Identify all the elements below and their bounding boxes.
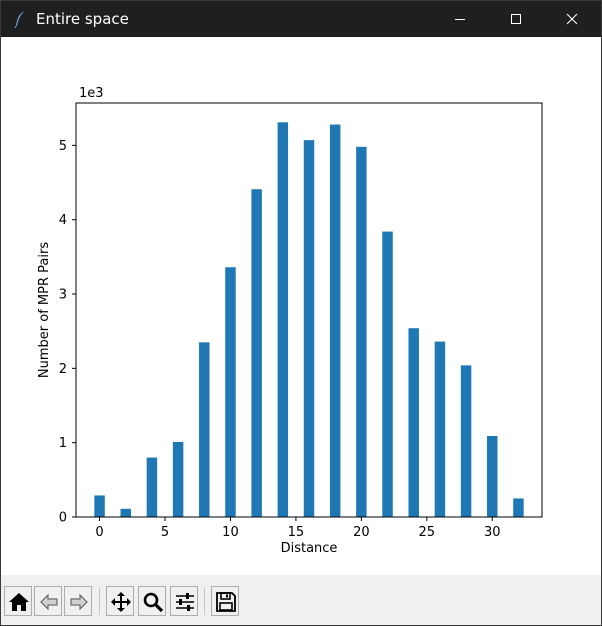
bar bbox=[277, 122, 289, 518]
zoom-button[interactable] bbox=[138, 586, 166, 616]
bar bbox=[94, 495, 105, 517]
y-axis-label: Number of MPR Pairs bbox=[37, 242, 52, 378]
home-icon bbox=[9, 593, 29, 611]
feather-icon bbox=[14, 11, 24, 28]
y-tick-label: 5 bbox=[59, 139, 67, 154]
y-tick-label: 1 bbox=[59, 436, 67, 451]
x-axis-label: Distance bbox=[281, 541, 338, 556]
y-tick-label: 4 bbox=[59, 213, 67, 228]
move-icon bbox=[111, 592, 131, 612]
configure-subplots-button[interactable] bbox=[170, 586, 198, 616]
x-tick-label: 0 bbox=[95, 525, 103, 540]
navigation-toolbar bbox=[1, 575, 601, 625]
bar bbox=[487, 435, 498, 517]
close-button[interactable] bbox=[549, 1, 595, 37]
save-button[interactable] bbox=[211, 586, 239, 616]
bar bbox=[408, 328, 419, 517]
magnifier-icon bbox=[143, 592, 164, 613]
sliders-icon bbox=[176, 593, 194, 611]
back-button[interactable] bbox=[34, 586, 62, 616]
bar bbox=[303, 140, 315, 517]
maximize-button[interactable] bbox=[493, 1, 539, 37]
x-tick-label: 30 bbox=[484, 525, 501, 540]
forward-button[interactable] bbox=[64, 586, 92, 616]
bar bbox=[225, 267, 236, 517]
bar bbox=[434, 341, 446, 517]
window-title: Entire space bbox=[36, 10, 129, 28]
x-tick-label: 5 bbox=[161, 525, 169, 540]
bar bbox=[146, 457, 158, 517]
x-tick-label: 25 bbox=[419, 525, 436, 540]
x-tick-label: 15 bbox=[288, 525, 305, 540]
y-tick-label: 2 bbox=[59, 362, 67, 377]
figure-canvas[interactable]: 0 5 10 15 20 25 30 0 1 2 3 4 5 1e3 Distance Number of M… bbox=[1, 37, 601, 575]
toolbar-separator bbox=[204, 587, 205, 615]
arrow-left-icon bbox=[40, 593, 58, 611]
bar bbox=[513, 498, 524, 517]
bar bbox=[251, 189, 262, 517]
bar-chart: 0 5 10 15 20 25 30 0 1 2 3 4 5 1e3 Distance Number of M… bbox=[37, 86, 543, 556]
arrow-right-icon bbox=[70, 593, 88, 611]
floppy-disk-icon bbox=[216, 592, 236, 612]
toolbar-separator bbox=[99, 587, 100, 615]
maximize-icon bbox=[511, 14, 521, 24]
bar bbox=[356, 146, 367, 517]
minimize-button[interactable] bbox=[437, 1, 483, 37]
bar bbox=[329, 124, 341, 518]
bar bbox=[460, 365, 472, 517]
bar bbox=[120, 508, 131, 517]
axes-frame bbox=[75, 102, 543, 518]
bar bbox=[172, 441, 184, 517]
pan-button[interactable] bbox=[106, 586, 134, 616]
x-tick-label: 10 bbox=[222, 525, 239, 540]
bar bbox=[382, 231, 393, 518]
y-axis-offset-label: 1e3 bbox=[79, 86, 104, 101]
y-tick-label: 3 bbox=[59, 288, 67, 303]
bar bbox=[199, 342, 210, 517]
minimize-icon bbox=[455, 19, 465, 20]
home-button[interactable] bbox=[4, 586, 32, 616]
x-tick-label: 20 bbox=[353, 525, 370, 540]
title-bar[interactable]: Entire space bbox=[1, 1, 601, 37]
y-tick-label: 0 bbox=[59, 511, 67, 526]
close-icon bbox=[566, 13, 578, 25]
